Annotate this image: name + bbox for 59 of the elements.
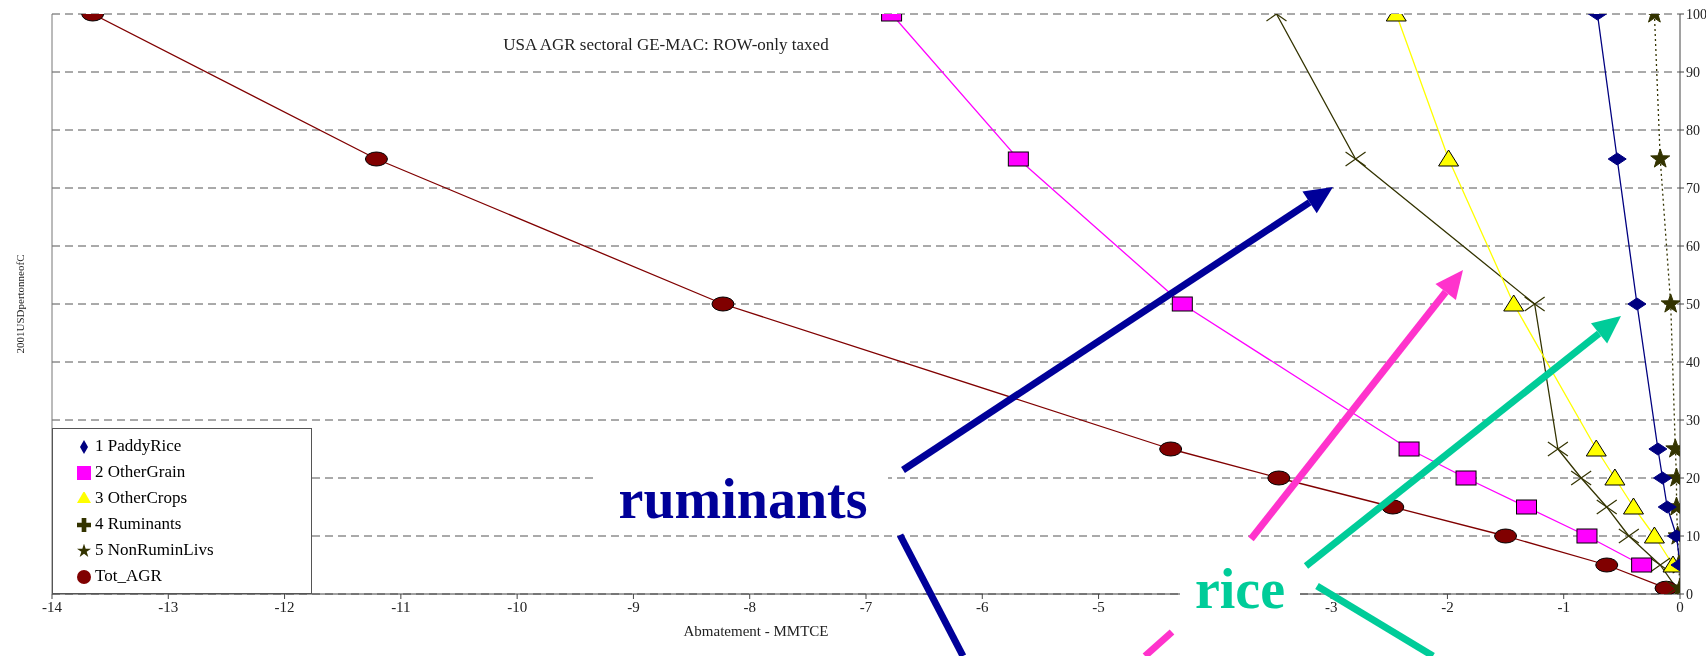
point [1604,468,1626,486]
point [1596,499,1618,515]
point [1585,439,1607,457]
x-tick-label: -7 [859,598,873,615]
y-tick-label: 60 [1686,238,1700,254]
y-tick-label: 0 [1686,586,1693,602]
point [1618,528,1640,544]
annotation: ruminants [618,468,868,530]
point [1570,470,1592,486]
y-tick-label: 90 [1686,64,1700,80]
point [1657,500,1677,514]
point [1524,296,1546,312]
x-tick-label: -8 [743,598,756,615]
point [1438,149,1460,167]
y-tick-label: 80 [1686,122,1700,138]
x-tick-label: -11 [391,598,411,615]
point [1648,442,1668,456]
point [1547,441,1569,457]
point [1398,441,1420,457]
point [1171,296,1193,312]
y-tick-label: 30 [1686,412,1700,428]
y-tick-label: 40 [1686,354,1700,370]
y-tick-label: 70 [1686,180,1700,196]
x-tick-label: -6 [976,598,990,615]
x-axis-title: Abmatement - MMTCE [683,623,829,639]
y-tick-label: 50 [1686,296,1700,312]
annotation: rice [1194,558,1286,620]
legend-label: 5 NonRuminLivs [95,539,215,561]
x-tick-label: -14 [42,598,63,615]
point [1576,528,1598,544]
point [1643,526,1665,544]
x-tick-label: -9 [627,598,640,615]
y-tick-label: 100 [1686,6,1706,22]
legend-label: Tot_AGR [95,565,163,587]
point [1503,294,1525,312]
x-tick-label: -2 [1441,598,1454,615]
y-axis-title: 2001USDpertonneofC [13,254,26,354]
y-tick-label: 20 [1686,470,1700,486]
legend-label: 1 PaddyRice [95,435,183,457]
legend-label: 3 OtherCrops [95,487,189,509]
point [1649,557,1671,573]
point [1653,471,1673,485]
point [1627,297,1647,311]
x-tick-label: -1 [1557,598,1570,615]
point [1516,499,1537,515]
x-tick-label: -10 [507,598,528,615]
point [1455,470,1477,486]
x-tick-label: -12 [274,598,295,615]
x-tick-label: -5 [1092,598,1105,615]
point [1607,152,1627,166]
point [1631,557,1653,573]
point [1622,497,1644,515]
text: USA AGR sectoral GE-MAC: ROW-only taxed [503,35,830,54]
x-tick-label: -13 [158,598,179,615]
y-tick-label: 10 [1686,528,1700,544]
legend-label: 2 OtherGrain [95,461,187,483]
x-tick-label: -3 [1324,598,1338,615]
legend-label: 4 Ruminants [95,513,183,535]
point [1007,151,1029,167]
